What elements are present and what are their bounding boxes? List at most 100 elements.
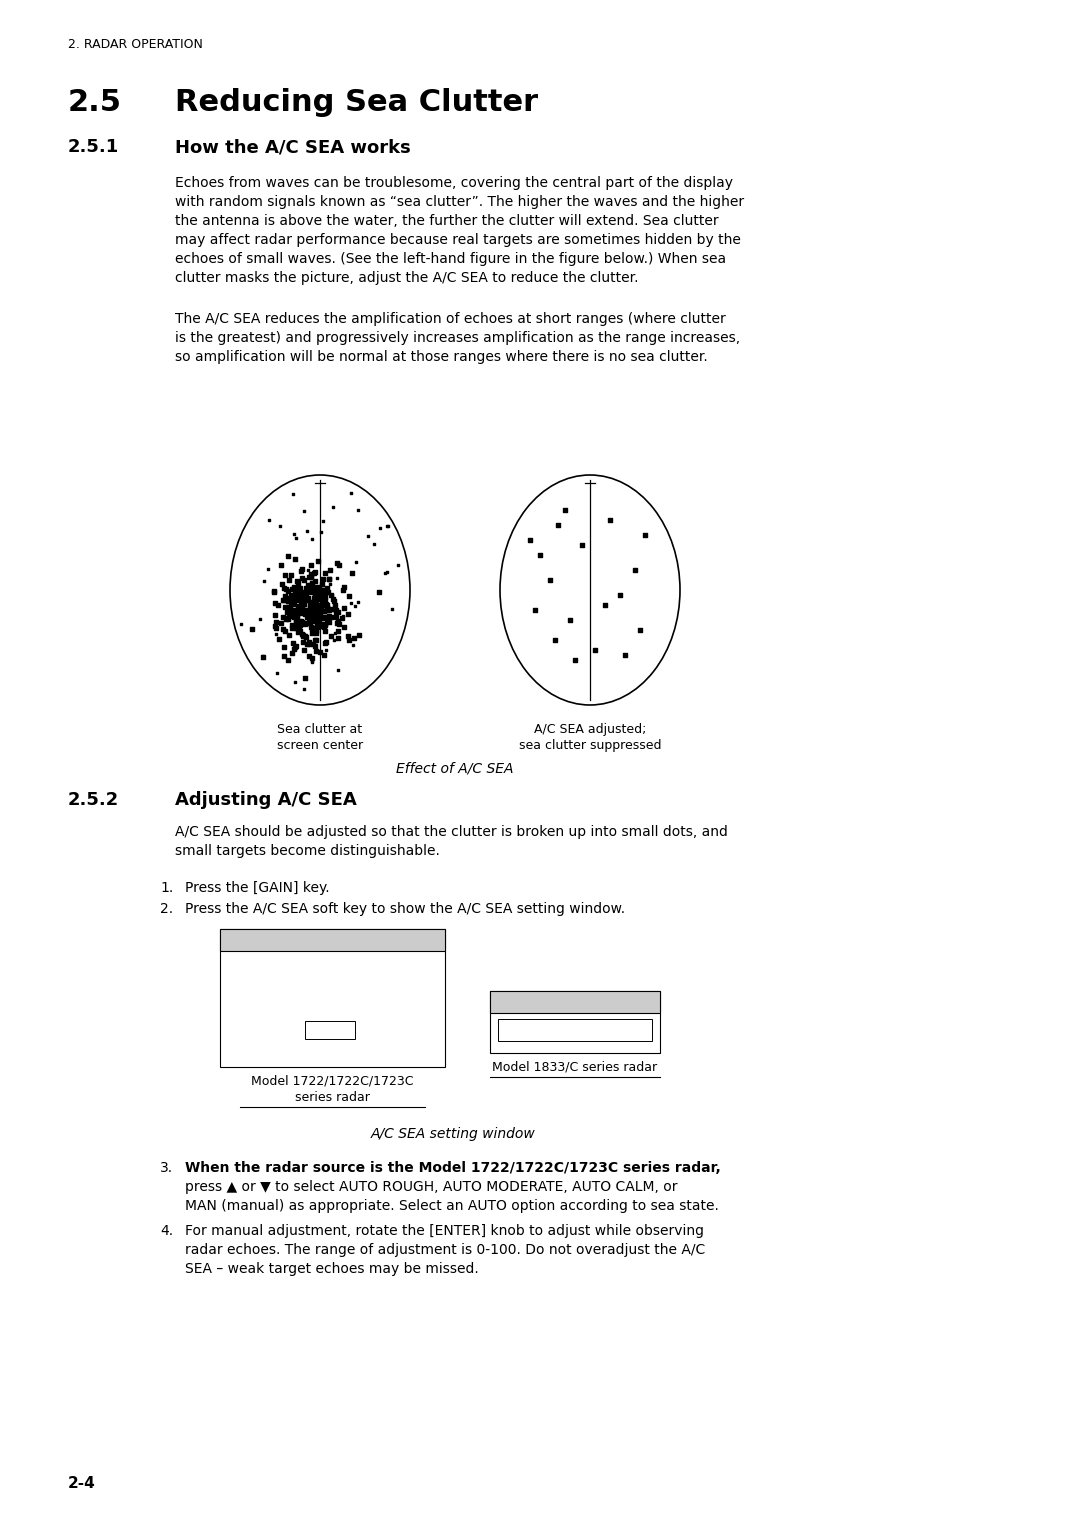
Point: [327, 601, 345, 625]
Point: [296, 587, 313, 611]
Point: [306, 579, 323, 604]
Point: [275, 594, 293, 619]
Point: [389, 553, 406, 578]
Point: [313, 571, 330, 596]
Point: [299, 585, 316, 610]
Point: [297, 579, 314, 604]
Point: [311, 579, 328, 604]
Point: [340, 584, 357, 608]
Point: [327, 605, 345, 630]
Point: [280, 585, 297, 610]
Point: [305, 585, 322, 610]
Point: [288, 604, 306, 628]
Point: [293, 559, 310, 584]
Point: [279, 579, 296, 604]
Point: [326, 593, 343, 617]
Point: [328, 565, 346, 590]
Text: 0: 0: [326, 1024, 334, 1036]
Point: [318, 594, 335, 619]
Text: A/C SEA: A/C SEA: [550, 995, 599, 1008]
Point: [306, 608, 323, 633]
Point: [267, 604, 284, 628]
Point: [300, 564, 318, 588]
Point: [299, 604, 316, 628]
Point: [288, 588, 306, 613]
Text: A/C SEA should be adjusted so that the clutter is broken up into small dots, and: A/C SEA should be adjusted so that the c…: [175, 825, 728, 839]
Point: [308, 616, 325, 640]
Point: [288, 568, 306, 593]
Point: [294, 597, 311, 622]
Point: [294, 585, 311, 610]
Point: [307, 561, 324, 585]
Point: [299, 573, 316, 597]
Text: radar echoes. The range of adjustment is 0-100. Do not overadjust the A/C: radar echoes. The range of adjustment is…: [185, 1242, 705, 1258]
Point: [310, 549, 327, 573]
Point: [289, 581, 307, 605]
Point: [297, 576, 314, 601]
Point: [307, 576, 324, 601]
Text: Effect of A/C SEA: Effect of A/C SEA: [396, 761, 514, 775]
Point: [291, 611, 308, 636]
Point: [303, 649, 321, 674]
Point: [322, 571, 339, 596]
Point: [311, 593, 328, 617]
Point: [306, 568, 323, 593]
Bar: [220, 929, 445, 950]
Point: [308, 585, 325, 610]
Point: [296, 611, 313, 636]
Point: [329, 611, 347, 636]
Point: [254, 643, 271, 668]
Point: [349, 590, 366, 614]
Point: [279, 588, 296, 613]
Point: [377, 561, 394, 585]
Point: [308, 601, 325, 625]
Point: [297, 597, 314, 622]
Point: [260, 507, 278, 532]
Point: [291, 597, 308, 622]
Text: small targets become distinguishable.: small targets become distinguishable.: [175, 843, 440, 859]
Point: [306, 607, 323, 631]
Text: The A/C SEA reduces the amplification of echoes at short ranges (where clutter: The A/C SEA reduces the amplification of…: [175, 312, 726, 325]
Point: [316, 619, 334, 643]
Point: [309, 585, 326, 610]
Point: [288, 611, 306, 636]
Point: [305, 596, 322, 620]
Point: [522, 527, 539, 552]
Point: [305, 594, 322, 619]
Point: [297, 666, 314, 691]
Point: [319, 593, 336, 617]
Point: [341, 628, 359, 652]
Point: [291, 608, 308, 633]
Point: [300, 633, 318, 657]
Point: [287, 585, 305, 610]
Point: [282, 562, 299, 587]
Text: SEA – weak target echoes may be missed.: SEA – weak target echoes may be missed.: [185, 1262, 478, 1276]
Point: [266, 581, 283, 605]
Point: [275, 562, 293, 587]
Point: [300, 643, 318, 668]
Point: [318, 605, 335, 630]
Point: [268, 660, 285, 685]
Text: with random signals known as “sea clutter”. The higher the waves and the higher: with random signals known as “sea clutte…: [175, 196, 744, 209]
Point: [287, 608, 305, 633]
Point: [267, 613, 284, 637]
Point: [279, 605, 296, 630]
Point: [293, 593, 310, 617]
Point: [291, 614, 308, 639]
Point: [343, 561, 361, 585]
Point: [319, 611, 336, 636]
Point: [276, 584, 294, 608]
Point: [284, 587, 301, 611]
Point: [273, 571, 291, 596]
Point: [562, 608, 579, 633]
Point: [312, 594, 329, 619]
Point: [335, 575, 352, 599]
Point: [285, 575, 302, 599]
Point: [305, 590, 322, 614]
Point: [300, 610, 318, 634]
Point: [268, 610, 285, 634]
Point: [267, 622, 284, 646]
Point: [316, 613, 334, 637]
Text: For manual adjustment, rotate the [ENTER] knob to adjust while observing: For manual adjustment, rotate the [ENTER…: [185, 1224, 704, 1238]
Text: Model 1722/1722C/1723C: Model 1722/1722C/1723C: [251, 1076, 414, 1088]
